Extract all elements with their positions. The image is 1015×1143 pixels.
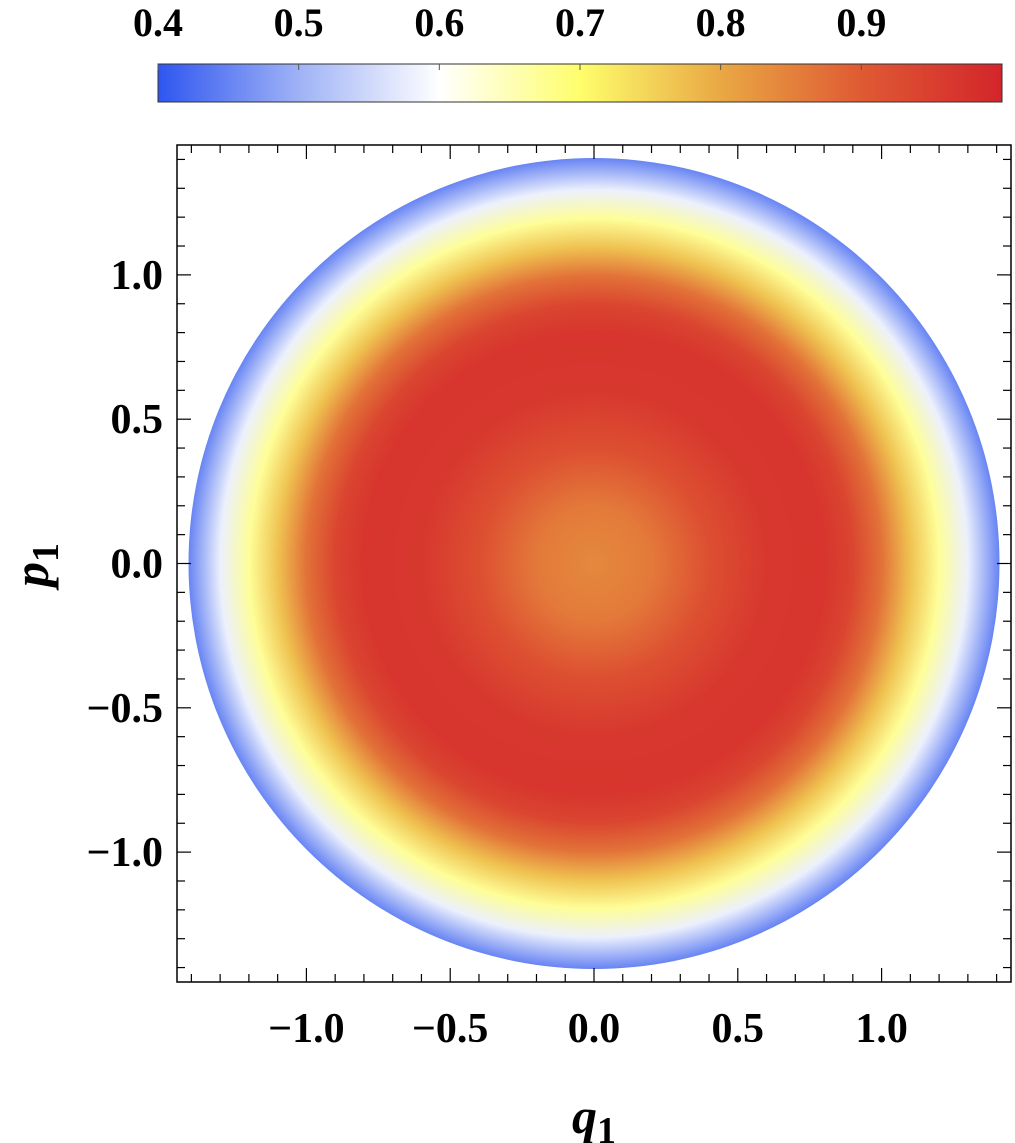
x-axis-label: q1 bbox=[572, 1088, 616, 1143]
y-axis-label-base: p bbox=[3, 562, 59, 591]
x-tick-label: −1.0 bbox=[268, 1006, 344, 1052]
x-axis-label-base: q bbox=[572, 1088, 597, 1143]
y-tick-label: 0.5 bbox=[111, 397, 164, 443]
x-tick-label: −0.5 bbox=[412, 1006, 488, 1052]
colorbar-gradient bbox=[157, 63, 1003, 103]
axis-tick-marks bbox=[177, 145, 1011, 982]
colorbar-tick-label: 0.4 bbox=[133, 0, 183, 45]
colorbar-tick-labels: 0.4 0.5 0.6 0.7 0.8 0.9 bbox=[133, 0, 886, 45]
colorbar: 0.4 0.5 0.6 0.7 0.8 0.9 bbox=[133, 0, 1003, 103]
y-tick-labels: 1.0 0.5 0.0 −0.5 −1.0 bbox=[87, 253, 163, 876]
plot-area: −1.0 −0.5 0.0 0.5 1.0 1.0 0.5 0.0 −0.5 −1.0 bbox=[87, 144, 1012, 1052]
heatmap-disk bbox=[188, 158, 1000, 969]
y-tick-label: −1.0 bbox=[87, 830, 163, 876]
colorbar-tick-marks bbox=[157, 64, 862, 70]
y-tick-label: 0.0 bbox=[111, 542, 164, 588]
colorbar-tick-label: 0.5 bbox=[274, 0, 324, 45]
x-axis-label-subscript: 1 bbox=[597, 1110, 616, 1143]
y-axis-label-subscript: 1 bbox=[25, 543, 67, 562]
y-tick-label: −0.5 bbox=[87, 686, 163, 732]
colorbar-tick-label: 0.7 bbox=[555, 0, 605, 45]
colorbar-tick-label: 0.6 bbox=[414, 0, 464, 45]
y-tick-label: 1.0 bbox=[111, 253, 164, 299]
x-tick-label: 0.0 bbox=[568, 1006, 621, 1052]
x-tick-labels: −1.0 −0.5 0.0 0.5 1.0 bbox=[268, 1006, 908, 1052]
colorbar-tick-label: 0.9 bbox=[836, 0, 886, 45]
x-tick-label: 0.5 bbox=[712, 1006, 765, 1052]
x-tick-label: 1.0 bbox=[855, 1006, 908, 1052]
y-axis-label: p1 bbox=[3, 543, 67, 591]
colorbar-tick-label: 0.8 bbox=[696, 0, 746, 45]
